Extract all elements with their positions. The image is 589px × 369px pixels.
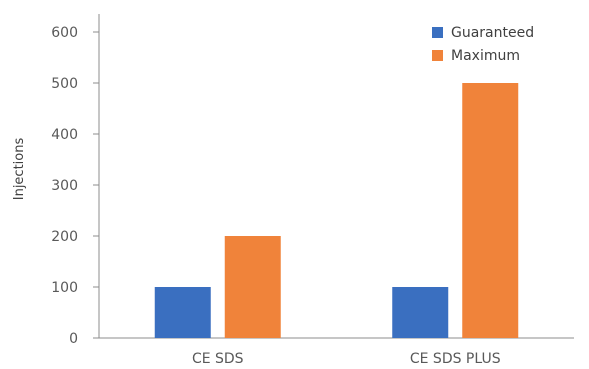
- legend-swatch-guaranteed: [432, 27, 443, 38]
- y-tick-label: 600: [51, 25, 78, 41]
- legend-label-guaranteed: Guaranteed: [451, 25, 534, 41]
- legend: Guaranteed Maximum: [432, 25, 534, 64]
- x-tick-label: CE SDS PLUS: [410, 351, 501, 367]
- bars: [154, 83, 519, 338]
- y-tick-label: 500: [51, 76, 78, 92]
- bar-guaranteed-ce-sds-plus: [392, 287, 449, 338]
- y-tick-label: 0: [69, 331, 78, 347]
- y-ticks: 0 100 200 300 400 500 600: [51, 25, 99, 347]
- bar-guaranteed-ce-sds: [154, 287, 211, 338]
- y-tick-label: 300: [51, 178, 78, 194]
- legend-swatch-maximum: [432, 50, 443, 61]
- legend-label-maximum: Maximum: [451, 48, 520, 64]
- x-tick-label: CE SDS: [192, 351, 244, 367]
- bar-maximum-ce-sds: [224, 236, 281, 338]
- x-tick-labels: CE SDS CE SDS PLUS: [192, 351, 501, 367]
- y-tick-label: 400: [51, 127, 78, 143]
- y-tick-label: 200: [51, 229, 78, 245]
- y-axis-title: Injections: [12, 138, 27, 201]
- bar-maximum-ce-sds-plus: [462, 83, 519, 338]
- y-tick-label: 100: [51, 280, 78, 296]
